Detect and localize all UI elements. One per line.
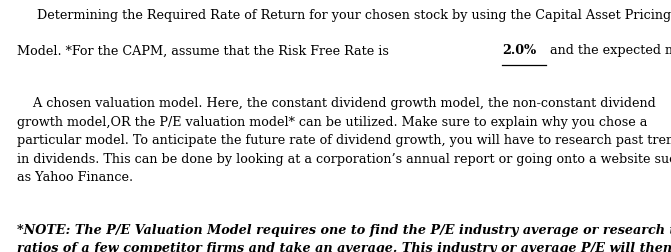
Text: Model. *For the CAPM, assume that the Risk Free Rate is: Model. *For the CAPM, assume that the Ri… [17, 44, 393, 57]
Text: and the expected market return is 8%.: and the expected market return is 8%. [546, 44, 671, 57]
Text: *NOTE: The P/E Valuation Model requires one to find the P/E industry average or : *NOTE: The P/E Valuation Model requires … [17, 223, 671, 252]
Text: 2.0%: 2.0% [502, 44, 536, 57]
Text: A chosen valuation model. Here, the constant dividend growth model, the non-cons: A chosen valuation model. Here, the cons… [17, 97, 671, 184]
Text: Determining the Required Rate of Return for your chosen stock by using the Capit: Determining the Required Rate of Return … [37, 9, 671, 22]
